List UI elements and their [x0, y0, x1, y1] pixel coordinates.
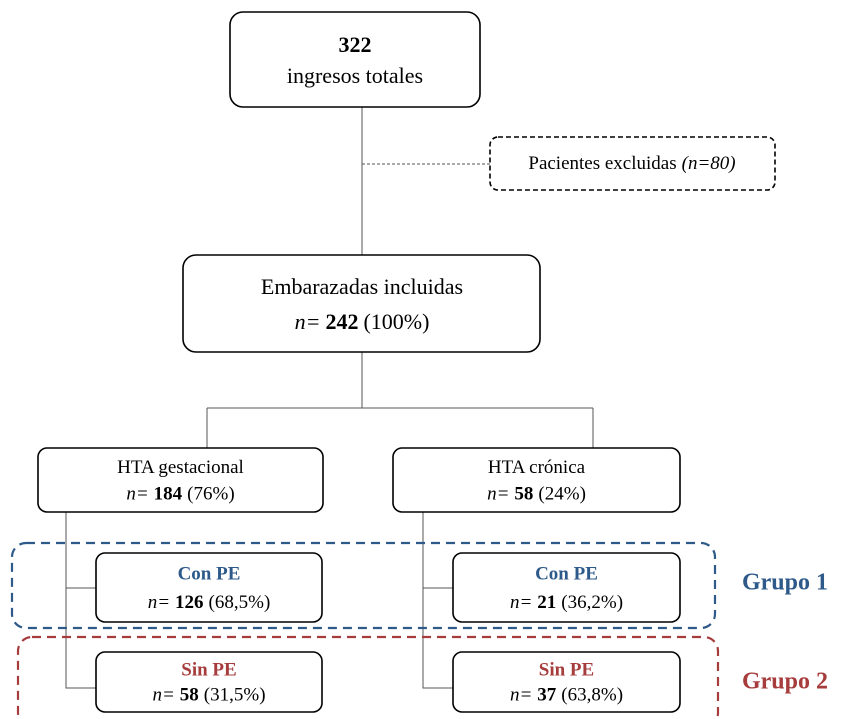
- node-box: [95, 651, 323, 713]
- total-box: [229, 11, 481, 108]
- included-stats: n= 242 (100%): [295, 309, 430, 334]
- group-1-label: Grupo 1: [742, 570, 828, 596]
- node-stats: n= 184 (76%): [126, 484, 234, 505]
- included-box: [182, 254, 541, 353]
- node-label: HTA gestacional: [117, 457, 244, 478]
- count: 58: [180, 685, 199, 706]
- node-stats: n= 126 (68,5%): [148, 592, 271, 613]
- total-label: ingresos totales: [287, 63, 423, 88]
- n-label: n=: [510, 685, 532, 706]
- n-label: n=: [148, 592, 170, 613]
- n-label: n=: [487, 484, 509, 505]
- count: 58: [514, 484, 533, 505]
- connectors: [65, 107, 594, 689]
- node-box: [452, 651, 681, 713]
- node-box: [392, 447, 681, 513]
- node-label: Con PE: [535, 563, 598, 584]
- group-1-frame: [10, 541, 717, 630]
- percent: (100%): [363, 309, 429, 334]
- count: 242: [325, 309, 358, 334]
- node-box: [37, 447, 324, 513]
- percent: (76%): [187, 484, 234, 505]
- node-stats: n= 58 (24%): [487, 484, 586, 505]
- n-label: n=: [152, 685, 174, 706]
- excluded-box: [489, 136, 776, 191]
- n-label: n=: [510, 592, 532, 613]
- node-stats: n= 37 (63,8%): [510, 685, 623, 706]
- excluded-n: (n=80): [682, 153, 736, 174]
- count: 21: [537, 592, 556, 613]
- count: 37: [537, 685, 557, 706]
- percent: (31,5%): [204, 685, 266, 706]
- excluded-text: Pacientes excluidas (n=80): [528, 153, 735, 174]
- node-box: [452, 552, 681, 623]
- total-count: 322: [339, 32, 372, 57]
- group-2-label: Grupo 2: [742, 669, 828, 695]
- node-label: Con PE: [178, 563, 241, 584]
- percent: (68,5%): [209, 592, 271, 613]
- node-stats: n= 21 (36,2%): [510, 592, 623, 613]
- count: 184: [154, 484, 183, 505]
- n-label: n=: [295, 309, 321, 334]
- count: 126: [175, 592, 204, 613]
- node-box: [95, 552, 323, 623]
- node-stats: n= 58 (31,5%): [152, 685, 265, 706]
- node-label: HTA crónica: [488, 457, 586, 478]
- node-label: Sin PE: [181, 660, 236, 681]
- group-2-frame: [16, 635, 720, 719]
- percent: (63,8%): [561, 685, 623, 706]
- percent: (24%): [538, 484, 585, 505]
- node-label: Sin PE: [539, 660, 594, 681]
- n-label: n=: [126, 484, 148, 505]
- included-label: Embarazadas incluidas: [261, 274, 463, 299]
- excluded-label: Pacientes excluidas: [528, 153, 676, 174]
- percent: (36,2%): [561, 592, 623, 613]
